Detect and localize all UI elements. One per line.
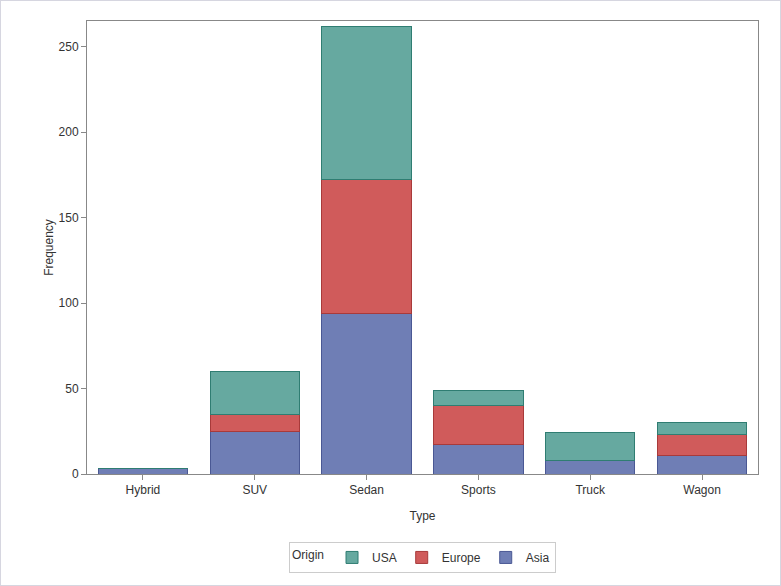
svg-text:50: 50 xyxy=(65,382,79,396)
svg-text:Europe: Europe xyxy=(442,551,481,565)
svg-text:Sports: Sports xyxy=(461,483,496,497)
svg-text:Asia: Asia xyxy=(526,551,550,565)
svg-text:Wagon: Wagon xyxy=(683,483,721,497)
svg-text:SUV: SUV xyxy=(242,483,267,497)
svg-text:100: 100 xyxy=(59,296,79,310)
svg-text:Type: Type xyxy=(409,509,435,523)
svg-text:250: 250 xyxy=(59,40,79,54)
svg-text:150: 150 xyxy=(59,211,79,225)
svg-text:Truck: Truck xyxy=(575,483,606,497)
svg-text:0: 0 xyxy=(72,467,79,481)
svg-text:Origin: Origin xyxy=(292,548,324,562)
svg-text:Hybrid: Hybrid xyxy=(126,483,161,497)
svg-text:Sedan: Sedan xyxy=(349,483,384,497)
svg-text:USA: USA xyxy=(372,551,397,565)
svg-text:Frequency: Frequency xyxy=(42,219,56,276)
svg-text:200: 200 xyxy=(59,125,79,139)
